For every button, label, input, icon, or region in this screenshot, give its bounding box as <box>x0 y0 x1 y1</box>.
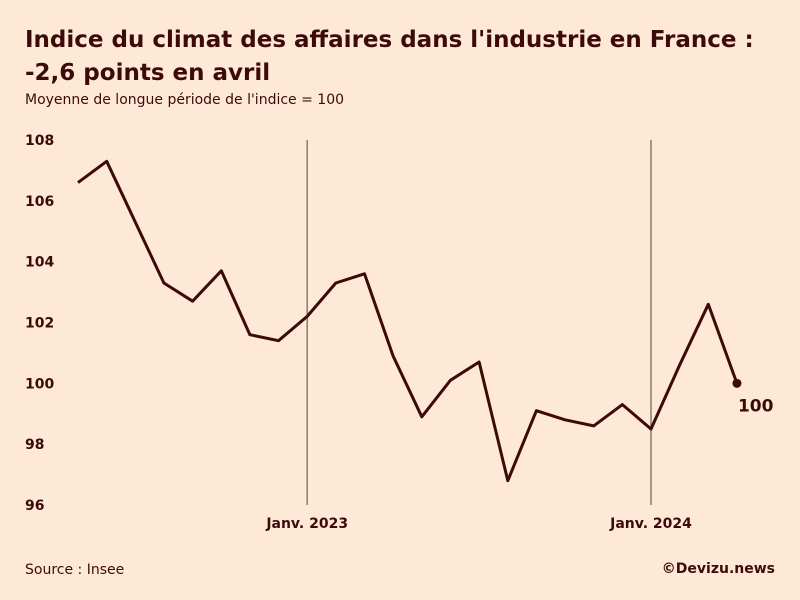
y-tick-label: 96 <box>25 498 44 514</box>
y-tick-label: 108 <box>25 133 54 149</box>
x-tick-label: Janv. 2023 <box>265 516 348 532</box>
x-tick-label: Janv. 2024 <box>609 516 692 532</box>
y-tick-label: 104 <box>25 255 54 271</box>
source-note: Source : Insee <box>25 562 125 578</box>
end-value-label: 100 <box>738 396 774 416</box>
end-data-point <box>732 378 742 388</box>
chart-subtitle: Moyenne de longue période de l'indice = … <box>25 92 345 108</box>
period-markers: Janv. 2023 Janv. 2024 <box>265 140 692 532</box>
credit-link[interactable]: ©Devizu.news <box>661 561 775 577</box>
y-tick-label: 102 <box>25 316 54 332</box>
chart-title: Indice du climat des affaires dans l'ind… <box>25 27 754 86</box>
y-tick-label: 100 <box>25 376 54 392</box>
y-tick-label: 106 <box>25 194 54 210</box>
y-tick-label: 98 <box>25 437 44 453</box>
series-line <box>77 159 739 483</box>
y-axis: 108 106 104 102 100 98 96 <box>25 133 54 514</box>
